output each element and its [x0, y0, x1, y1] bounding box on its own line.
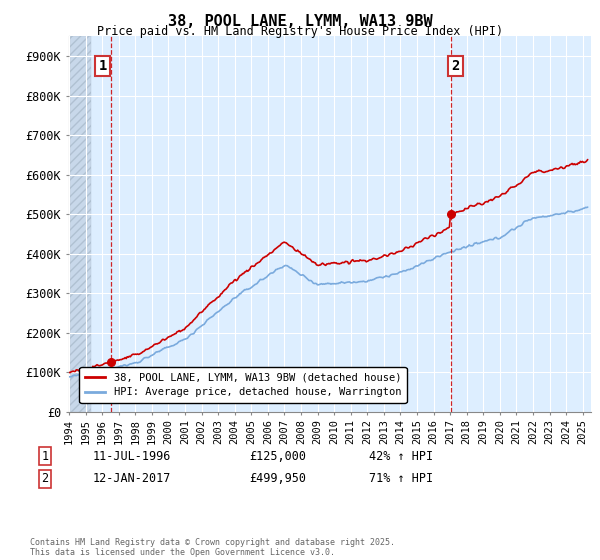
Text: £499,950: £499,950 [249, 472, 306, 486]
Text: 11-JUL-1996: 11-JUL-1996 [93, 450, 172, 463]
Text: 2: 2 [452, 59, 460, 73]
Legend: 38, POOL LANE, LYMM, WA13 9BW (detached house), HPI: Average price, detached hou: 38, POOL LANE, LYMM, WA13 9BW (detached … [79, 367, 407, 403]
Bar [69, 36, 91, 412]
Text: 71% ↑ HPI: 71% ↑ HPI [369, 472, 433, 486]
Text: Price paid vs. HM Land Registry's House Price Index (HPI): Price paid vs. HM Land Registry's House … [97, 25, 503, 38]
Text: 42% ↑ HPI: 42% ↑ HPI [369, 450, 433, 463]
Text: 12-JAN-2017: 12-JAN-2017 [93, 472, 172, 486]
Text: £125,000: £125,000 [249, 450, 306, 463]
Text: 2: 2 [41, 472, 49, 486]
Text: 38, POOL LANE, LYMM, WA13 9BW: 38, POOL LANE, LYMM, WA13 9BW [167, 14, 433, 29]
Text: 1: 1 [41, 450, 49, 463]
Bar [69, 36, 91, 412]
Text: Contains HM Land Registry data © Crown copyright and database right 2025.
This d: Contains HM Land Registry data © Crown c… [30, 538, 395, 557]
Text: 1: 1 [98, 59, 107, 73]
